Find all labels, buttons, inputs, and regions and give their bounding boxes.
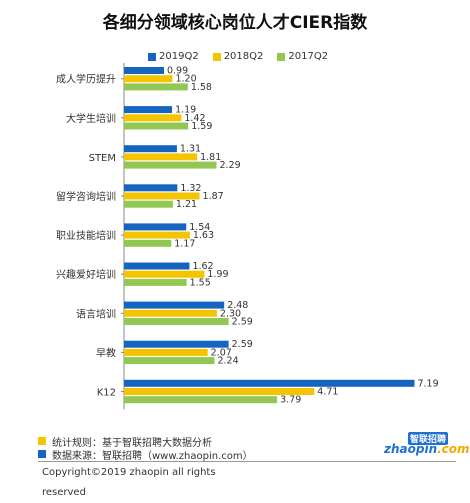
category-label: 大学生培训 bbox=[66, 112, 116, 125]
bar-2019Q2 bbox=[124, 106, 173, 114]
bar-2017Q2 bbox=[124, 318, 229, 325]
legend-item-1: 2018Q2 bbox=[212, 51, 264, 62]
bar-2019Q2 bbox=[124, 379, 415, 387]
category-label: 留学咨询培训 bbox=[56, 190, 116, 203]
data-label: 1.87 bbox=[203, 191, 224, 202]
data-label: 2.30 bbox=[220, 308, 241, 319]
bar-2017Q2 bbox=[124, 161, 217, 169]
bar-2017Q2 bbox=[124, 122, 189, 130]
data-label: 1.19 bbox=[175, 105, 196, 116]
data-label: 1.54 bbox=[189, 222, 210, 233]
data-label: 1.21 bbox=[176, 199, 197, 210]
bar-2018Q2 bbox=[124, 192, 200, 200]
bar-2017Q2 bbox=[124, 239, 172, 247]
footer-divider bbox=[38, 461, 456, 462]
bar-2017Q2 bbox=[124, 396, 278, 404]
bar-2019Q2 bbox=[124, 145, 177, 153]
legend-swatch-0 bbox=[148, 52, 156, 61]
bar-2019Q2 bbox=[124, 223, 187, 231]
data-label: 2.29 bbox=[220, 160, 241, 171]
chart-title: 各细分领域核心岗位人才CIER指数 bbox=[102, 13, 368, 33]
bar-2017Q2 bbox=[124, 200, 173, 208]
data-label: 1.58 bbox=[191, 82, 212, 93]
bar-2019Q2 bbox=[124, 301, 225, 309]
bar-2019Q2 bbox=[124, 184, 178, 192]
data-label: 1.81 bbox=[200, 152, 221, 163]
bar-2018Q2 bbox=[124, 309, 217, 317]
data-label: 1.20 bbox=[175, 74, 196, 85]
data-label: 1.31 bbox=[180, 144, 201, 155]
data-label: 2.59 bbox=[232, 317, 253, 328]
data-label: 7.19 bbox=[417, 378, 438, 389]
statistics-rule-note: 统计规则：基于智联招聘大数据分析 bbox=[52, 438, 212, 449]
data-label: 1.63 bbox=[193, 230, 214, 241]
legend-label-2: 2017Q2 bbox=[288, 51, 329, 62]
category-label: 早教 bbox=[96, 346, 116, 359]
data-label: 1.32 bbox=[180, 183, 201, 194]
zhaopin-logo: 智联招聘 zhaopin.com bbox=[384, 432, 470, 456]
data-label: 4.71 bbox=[317, 387, 338, 398]
category-label: 语言培训 bbox=[76, 307, 116, 320]
logo-main-text: zhaopin.com bbox=[384, 442, 470, 456]
bar-2017Q2 bbox=[124, 357, 215, 365]
category-label: 成人学历提升 bbox=[56, 73, 116, 86]
bar-2018Q2 bbox=[124, 114, 182, 122]
data-label: 0.99 bbox=[167, 66, 188, 77]
copyright-text: Copyright©2019 zhaopin all rights reserv… bbox=[42, 467, 216, 498]
legend-item-0: 2019Q2 bbox=[148, 51, 199, 62]
bar-2018Q2 bbox=[124, 231, 190, 239]
source-marker bbox=[38, 450, 46, 458]
bar-2018Q2 bbox=[124, 153, 198, 161]
bar-2018Q2 bbox=[124, 348, 208, 356]
bar-2019Q2 bbox=[124, 67, 164, 74]
bar-2018Q2 bbox=[124, 270, 205, 278]
bar-2017Q2 bbox=[124, 278, 187, 286]
bar-2018Q2 bbox=[124, 388, 315, 395]
data-label: 2.24 bbox=[217, 356, 238, 367]
category-label: STEM bbox=[89, 153, 116, 164]
data-label: 1.59 bbox=[191, 121, 212, 132]
data-label: 1.17 bbox=[174, 238, 195, 249]
legend-item-2: 2017Q2 bbox=[277, 51, 328, 62]
category-label: 兴趣爱好培训 bbox=[56, 268, 116, 281]
data-label: 2.59 bbox=[232, 339, 253, 350]
logo-top-text: 智联招聘 bbox=[407, 432, 448, 445]
bar-2018Q2 bbox=[124, 75, 173, 83]
logo-name: zhaopin bbox=[384, 442, 438, 456]
bar-2019Q2 bbox=[124, 340, 229, 348]
logo-domain: .com bbox=[437, 442, 470, 456]
data-label: 2.48 bbox=[227, 300, 248, 311]
data-label: 1.62 bbox=[192, 261, 213, 272]
data-label: 2.07 bbox=[211, 347, 232, 358]
category-label: K12 bbox=[97, 388, 116, 399]
legend: 2019Q2 2018Q2 2017Q2 bbox=[148, 51, 328, 62]
legend-swatch-1 bbox=[212, 52, 221, 61]
data-label: 3.79 bbox=[280, 395, 301, 406]
data-source-note: 数据来源：智联招聘（www.zhaopin.com） bbox=[52, 451, 253, 462]
data-label: 1.55 bbox=[190, 277, 211, 288]
category-label: 职业技能培训 bbox=[56, 229, 116, 242]
legend-label-1: 2018Q2 bbox=[223, 51, 264, 62]
bar-2017Q2 bbox=[124, 83, 188, 91]
rule-marker bbox=[38, 437, 46, 445]
legend-swatch-2 bbox=[277, 52, 286, 61]
data-label: 1.99 bbox=[207, 269, 228, 280]
data-label: 1.42 bbox=[184, 113, 205, 124]
legend-label-0: 2019Q2 bbox=[159, 51, 199, 62]
bar-2019Q2 bbox=[124, 262, 190, 270]
